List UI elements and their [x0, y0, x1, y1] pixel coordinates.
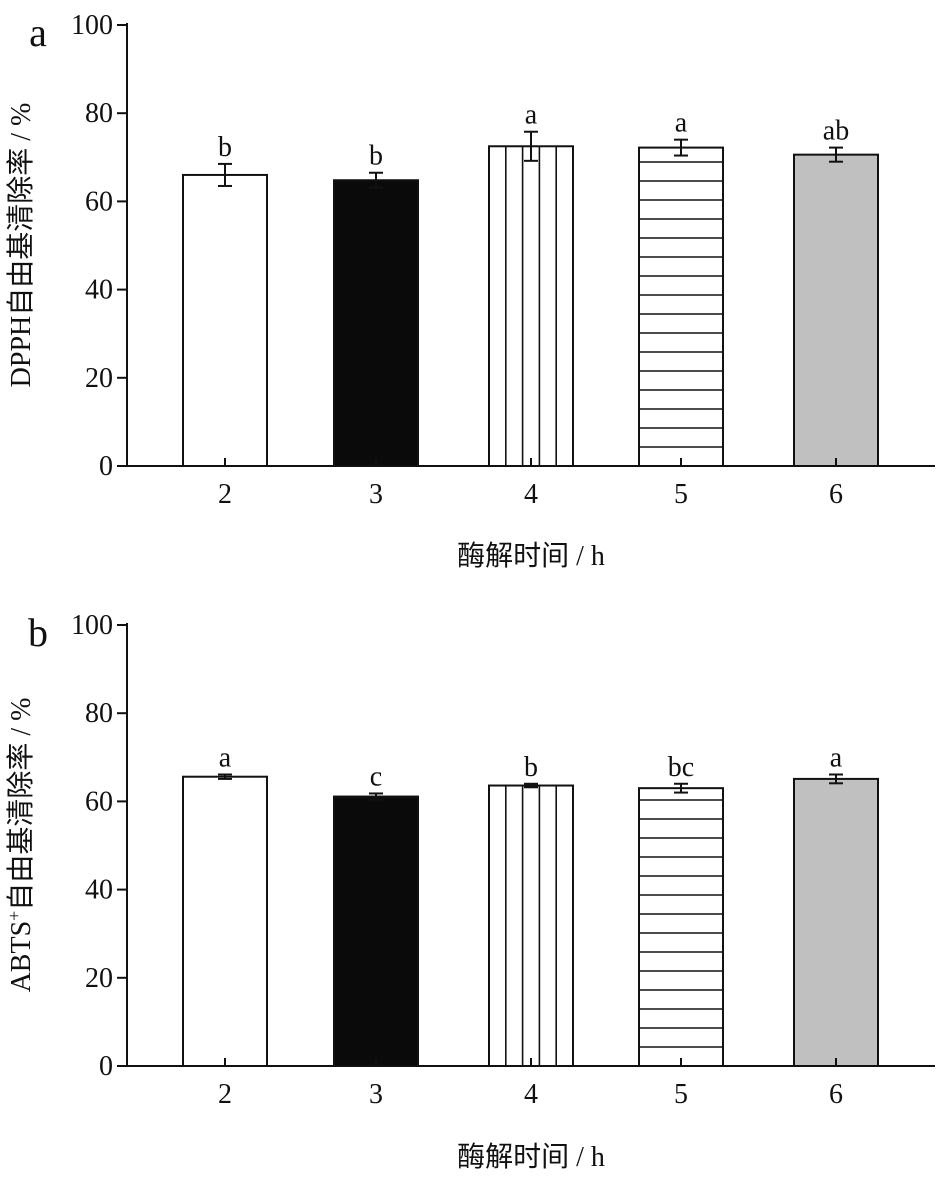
x-axis-label-a: 酶解时间 / h	[457, 540, 605, 572]
y-tick-label: 100	[71, 10, 113, 41]
y-tick-label: 60	[85, 186, 113, 217]
x-axis-label-b: 酶解时间 / h	[457, 1141, 605, 1173]
y-tick-label: 40	[85, 875, 113, 906]
y-axis-a: 0 20 40 60 80 100	[71, 10, 128, 482]
significance-letter-6: ab	[823, 116, 849, 147]
error-bar-2	[218, 773, 232, 780]
y-tick-label: 60	[85, 786, 113, 817]
y-tick-label: 20	[85, 963, 113, 994]
error-bar-2	[218, 162, 232, 187]
panel-b: b a c b bc a 0 20 40 60 80 100 2 3 4 5 6 酶解时间 / h ABT…	[4, 610, 935, 1173]
bar-5	[638, 787, 724, 1067]
bar-6	[793, 777, 879, 1067]
bar-2	[182, 775, 268, 1067]
significance-letter-3: b	[369, 141, 383, 172]
error-bar-6	[829, 773, 843, 785]
y-tick-label: 0	[99, 1051, 113, 1082]
significance-letter-2: a	[219, 742, 232, 773]
x-tick-label: 4	[524, 1079, 538, 1110]
x-tick-label: 5	[674, 479, 688, 510]
bar-pattern-horizontal-5	[639, 799, 723, 1048]
x-tick-label: 3	[369, 1079, 383, 1110]
bar-pattern-vertical-4	[504, 785, 558, 1066]
bar-6	[793, 153, 879, 468]
x-tick-label: 5	[674, 1079, 688, 1110]
bar-pattern-vertical-4	[504, 146, 558, 466]
y-axis-label-b: ABTS+自由基清除率 / %	[4, 698, 37, 993]
error-bar-6	[829, 146, 843, 163]
significance-letter-4: b	[524, 752, 538, 783]
bars-a: b b a a ab	[182, 100, 879, 468]
bar-3	[333, 795, 419, 1067]
y-tick-label: 40	[85, 275, 113, 306]
y-tick-label: 0	[99, 451, 113, 482]
x-axis-a: 2 3 4 5 6	[127, 458, 935, 510]
panel-label-b: b	[28, 610, 48, 655]
error-bar-4	[524, 782, 538, 789]
x-tick-label: 2	[218, 1079, 232, 1110]
x-axis-b: 2 3 4 5 6	[127, 1058, 935, 1110]
bar-pattern-horizontal-5	[639, 161, 723, 448]
bar-3	[333, 179, 419, 467]
x-tick-label: 2	[218, 479, 232, 510]
y-tick-label: 80	[85, 698, 113, 729]
error-bar-5	[674, 138, 688, 157]
y-axis-label-b-superscript: +	[4, 911, 24, 921]
bars-b: a c b bc a	[182, 742, 879, 1067]
bar-4	[488, 145, 574, 467]
x-tick-label: 6	[829, 1079, 843, 1110]
error-bar-5	[674, 782, 688, 794]
significance-letter-6: a	[830, 742, 843, 773]
x-tick-label: 6	[829, 479, 843, 510]
y-axis-b: 0 20 40 60 80 100	[71, 610, 128, 1082]
y-axis-label-a: DPPH自由基清除率 / %	[5, 103, 37, 388]
y-axis-label-b-rest: 自由基清除率 / %	[5, 698, 37, 911]
error-bar-4	[524, 130, 538, 162]
error-bar-3	[369, 171, 383, 189]
bar-5	[638, 146, 724, 468]
significance-letter-5: bc	[668, 752, 694, 783]
panel-a: a b b a a ab 0 20 40 60 80 100 2 3 4 5 6 酶解时间 / h DPP…	[5, 10, 935, 572]
y-tick-label: 100	[71, 610, 113, 641]
significance-letter-5: a	[675, 108, 688, 139]
error-bar-3	[369, 792, 383, 801]
panel-label-a: a	[29, 10, 47, 55]
x-tick-label: 3	[369, 479, 383, 510]
x-tick-label: 4	[524, 479, 538, 510]
significance-letter-2: b	[218, 132, 232, 163]
y-tick-label: 20	[85, 363, 113, 394]
bar-2	[182, 173, 268, 467]
significance-letter-3: c	[370, 761, 382, 792]
significance-letter-4: a	[525, 100, 538, 131]
bar-4	[488, 784, 574, 1067]
y-tick-label: 80	[85, 98, 113, 129]
y-axis-label-b-main: ABTS	[6, 921, 37, 993]
